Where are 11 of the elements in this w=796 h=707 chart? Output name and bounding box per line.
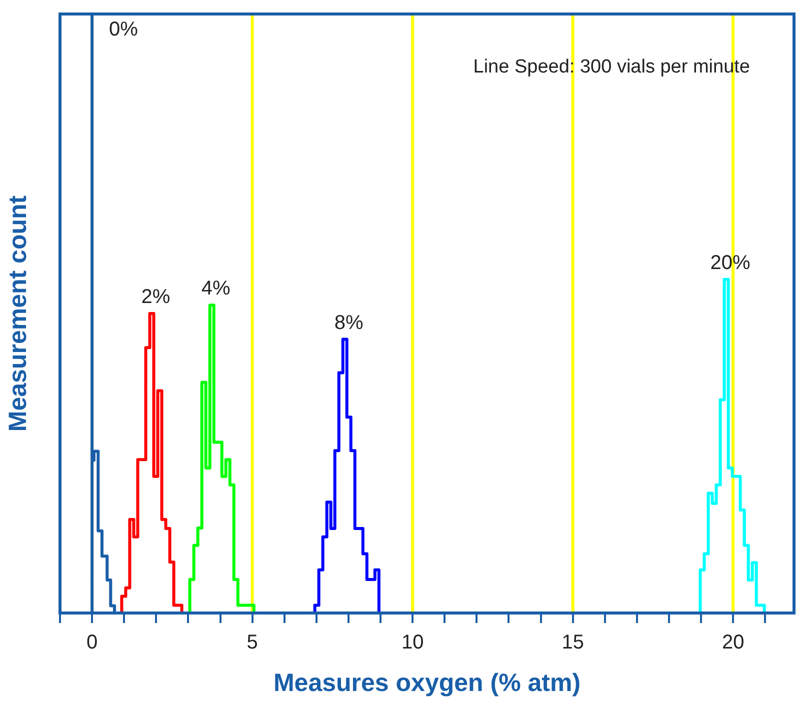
x-axis-title: Measures oxygen (% atm) [273,668,581,697]
x-tick-label: 15 [562,632,584,654]
series-label: 8% [334,312,364,334]
series-label: 0% [109,18,138,41]
y-axis-title: Measurement count [4,194,32,432]
x-tick-label: 10 [401,632,424,654]
x-tick-label: 0 [86,632,98,654]
x-tick-label: 5 [246,632,258,654]
series-label: 4% [201,278,231,300]
series-label: 2% [141,286,170,308]
x-tick-label: 20 [722,632,744,654]
